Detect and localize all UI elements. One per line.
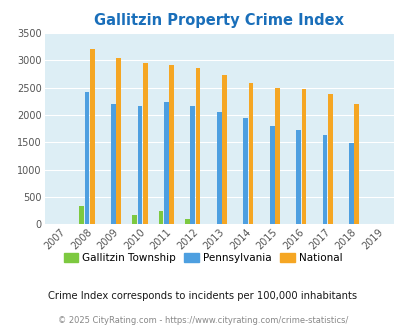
- Title: Gallitzin Property Crime Index: Gallitzin Property Crime Index: [94, 13, 343, 28]
- Bar: [158, 211, 163, 224]
- Bar: [274, 88, 279, 224]
- Bar: [185, 219, 190, 224]
- Bar: [164, 102, 168, 224]
- Bar: [243, 118, 247, 224]
- Bar: [137, 106, 142, 224]
- Bar: [132, 215, 136, 224]
- Bar: [195, 68, 200, 224]
- Bar: [143, 62, 147, 224]
- Bar: [216, 112, 221, 224]
- Legend: Gallitzin Township, Pennsylvania, National: Gallitzin Township, Pennsylvania, Nation…: [59, 249, 346, 267]
- Bar: [90, 49, 94, 224]
- Bar: [248, 83, 253, 224]
- Text: Crime Index corresponds to incidents per 100,000 inhabitants: Crime Index corresponds to incidents per…: [48, 291, 357, 301]
- Bar: [79, 206, 84, 224]
- Bar: [222, 75, 226, 224]
- Bar: [111, 104, 115, 224]
- Bar: [296, 130, 300, 224]
- Bar: [84, 91, 89, 224]
- Bar: [327, 94, 332, 224]
- Bar: [322, 135, 326, 224]
- Bar: [354, 104, 358, 224]
- Bar: [190, 106, 195, 224]
- Text: © 2025 CityRating.com - https://www.cityrating.com/crime-statistics/: © 2025 CityRating.com - https://www.city…: [58, 316, 347, 325]
- Bar: [269, 126, 274, 224]
- Bar: [301, 89, 305, 224]
- Bar: [348, 143, 353, 224]
- Bar: [116, 58, 121, 224]
- Bar: [169, 65, 174, 224]
